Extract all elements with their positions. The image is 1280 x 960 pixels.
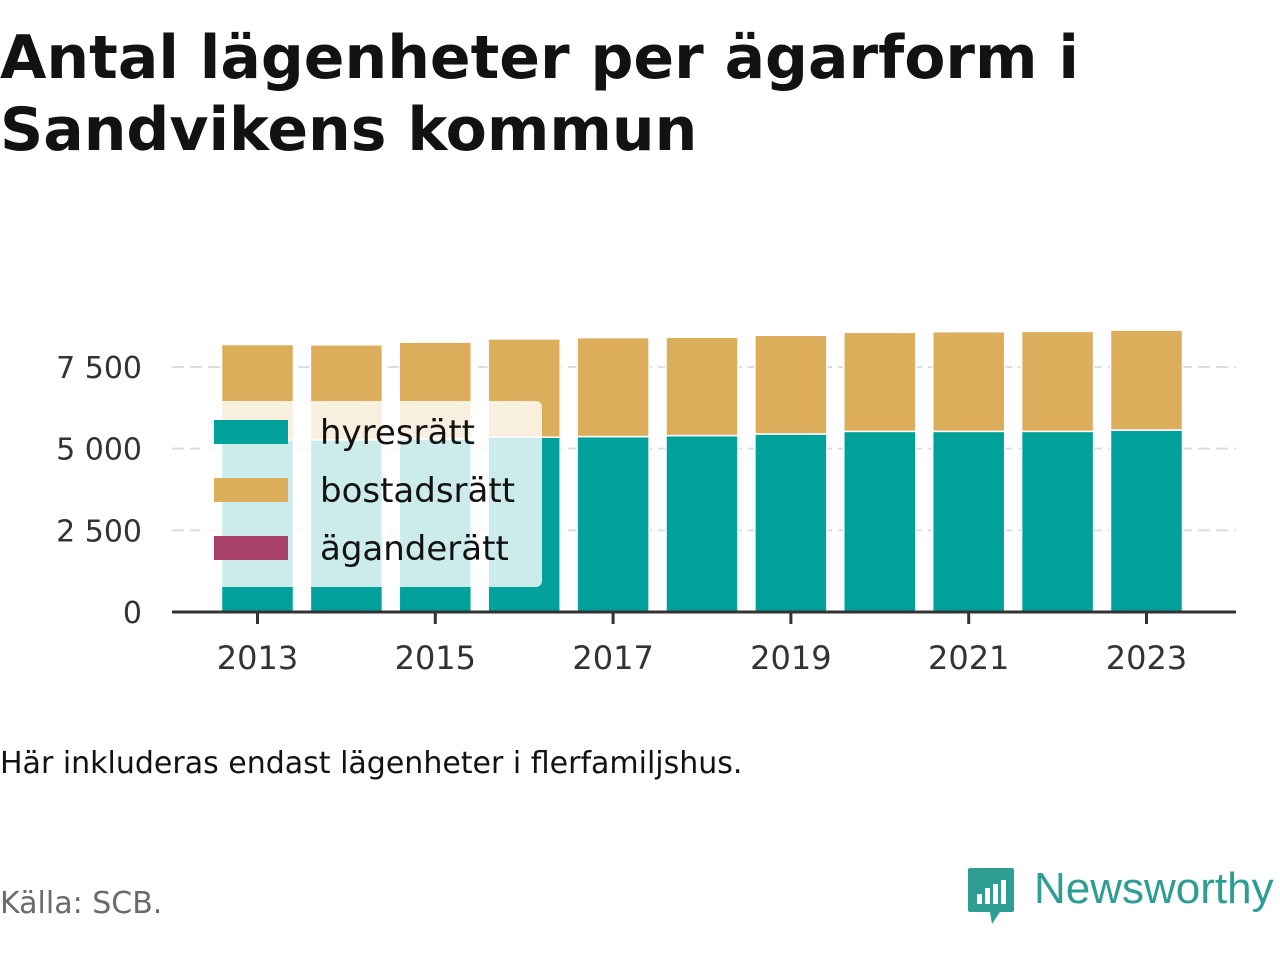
bar-segment	[1109, 329, 1184, 431]
chart-area: 0 2 500 5 000 7 500 2013 2015 2017 2019 2021 2023…	[56, 329, 1236, 677]
x-tick-label: 2021	[928, 639, 1009, 677]
legend-swatch	[214, 536, 288, 560]
bar-segment	[665, 434, 739, 613]
axes: 0 2 500 5 000 7 500 2013 2015 2017 2019 2021 2023	[56, 351, 1236, 677]
bar-segment	[754, 334, 828, 435]
x-tick-label: 2017	[572, 639, 653, 677]
brand-name: Newsworthy	[1034, 864, 1274, 913]
bar-segment	[576, 336, 650, 438]
y-tick-label: 0	[123, 596, 142, 631]
bar-segment	[931, 430, 1006, 613]
x-tick-label: 2013	[217, 639, 298, 677]
legend-label: bostadsrätt	[320, 471, 515, 511]
bar-segment	[576, 435, 650, 613]
bar-segment	[843, 331, 917, 433]
bar-segment	[1109, 429, 1184, 613]
y-tick-label: 7 500	[56, 351, 142, 386]
bar-segment	[931, 330, 1006, 433]
legend-label: äganderätt	[320, 529, 509, 569]
bar-segment	[754, 433, 828, 613]
y-tick-label: 5 000	[56, 433, 142, 468]
chart-title: Antal lägenheter per ägarform i Sandvike…	[0, 23, 1079, 165]
bar-segment	[1020, 430, 1095, 613]
y-tick-label: 2 500	[56, 514, 142, 549]
legend-swatch	[214, 478, 288, 502]
bar-segment	[665, 336, 739, 437]
legend-label: hyresrätt	[320, 413, 475, 453]
x-tick-label: 2019	[750, 639, 831, 677]
chart-note: Här inkluderas endast lägenheter i flerf…	[0, 746, 743, 781]
brand-logo: Newsworthy	[966, 866, 1274, 926]
newsworthy-logo-icon	[968, 868, 1014, 924]
source-text: Källa: SCB.	[0, 886, 163, 921]
bar-segment	[843, 430, 917, 613]
legend-swatch	[214, 420, 288, 444]
x-tick-label: 2015	[395, 639, 476, 677]
legend: hyresrätt bostadsrätt äganderätt	[200, 401, 542, 587]
bar-segment	[1020, 330, 1095, 433]
x-tick-label: 2023	[1106, 639, 1187, 677]
